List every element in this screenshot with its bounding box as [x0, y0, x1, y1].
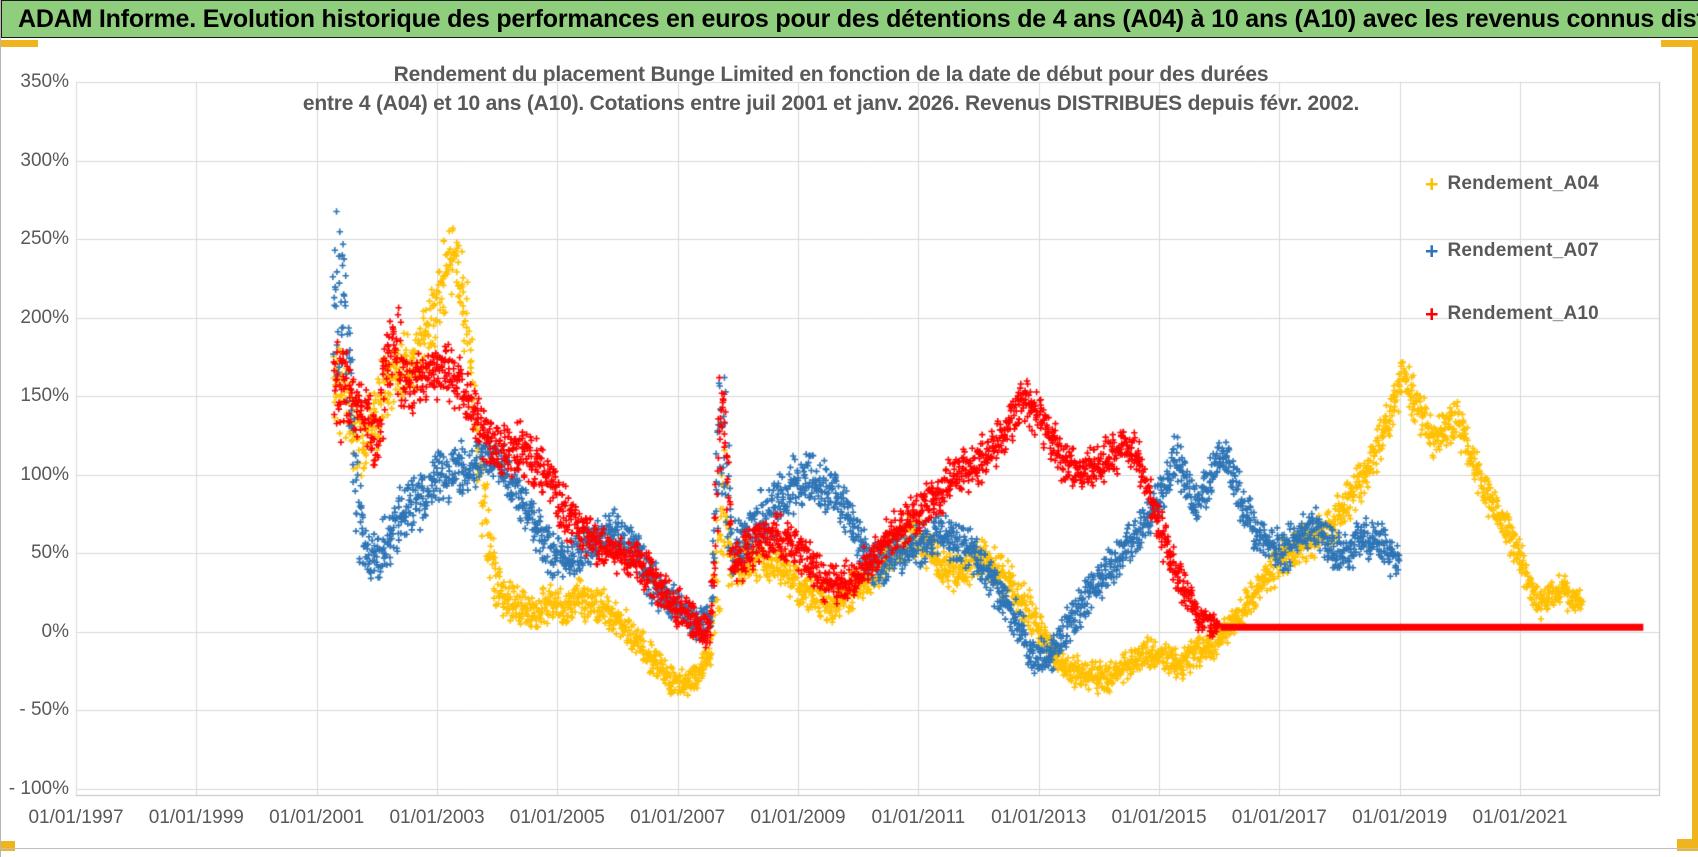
x-tick-label: 01/01/2009: [750, 807, 846, 828]
y-tick-label: 350%: [20, 71, 69, 92]
x-tick-label: 01/01/2017: [1231, 807, 1327, 828]
y-tick-label: 250%: [20, 228, 69, 250]
chart-title-line2: entre 4 (A04) et 10 ans (A10). Cotations…: [302, 92, 1360, 115]
legend-plus-marker-icon: +: [1425, 238, 1439, 264]
legend-plus-marker-icon: +: [1425, 301, 1439, 327]
x-tick-label: 01/01/2001: [269, 807, 365, 828]
legend-plus-marker-icon: +: [1425, 171, 1439, 197]
y-tick-label: 300%: [20, 149, 69, 171]
x-tick-label: 01/01/2003: [389, 807, 485, 828]
chart-title: Rendement du placement Bunge Limited en …: [181, 60, 1481, 118]
legend-item-rendement_a07[interactable]: + Rendement_A07: [1425, 237, 1599, 265]
legend-label: Rendement_A07: [1447, 240, 1599, 261]
y-tick-label: 0%: [41, 620, 69, 642]
legend-label: Rendement_A04: [1447, 173, 1599, 194]
x-tick-label: 01/01/2007: [630, 807, 726, 828]
x-tick-label: 01/01/2019: [1352, 807, 1448, 828]
legend-item-rendement_a10[interactable]: + Rendement_A10: [1425, 300, 1599, 328]
legend-label: Rendement_A10: [1447, 303, 1599, 324]
x-tick-label: 01/01/2005: [509, 807, 605, 828]
x-tick-label: 01/01/2015: [1111, 807, 1207, 828]
x-tick-label: 01/01/2021: [1472, 807, 1568, 828]
x-tick-label: 01/01/1997: [28, 807, 124, 828]
chart-title-line1: Rendement du placement Bunge Limited en …: [393, 63, 1269, 86]
y-tick-label: 50%: [30, 542, 69, 564]
legend-item-rendement_a04[interactable]: + Rendement_A04: [1425, 170, 1599, 198]
x-tick-label: 01/01/2013: [991, 807, 1087, 828]
y-tick-label: 150%: [20, 385, 69, 407]
y-tick-label: - 50%: [19, 699, 69, 721]
x-tick-label: 01/01/2011: [871, 807, 966, 828]
y-tick-label: 100%: [20, 463, 69, 485]
x-tick-label: 01/01/1999: [148, 807, 244, 828]
y-tick-label: 200%: [20, 306, 69, 328]
y-tick-label: - 100%: [8, 777, 69, 799]
